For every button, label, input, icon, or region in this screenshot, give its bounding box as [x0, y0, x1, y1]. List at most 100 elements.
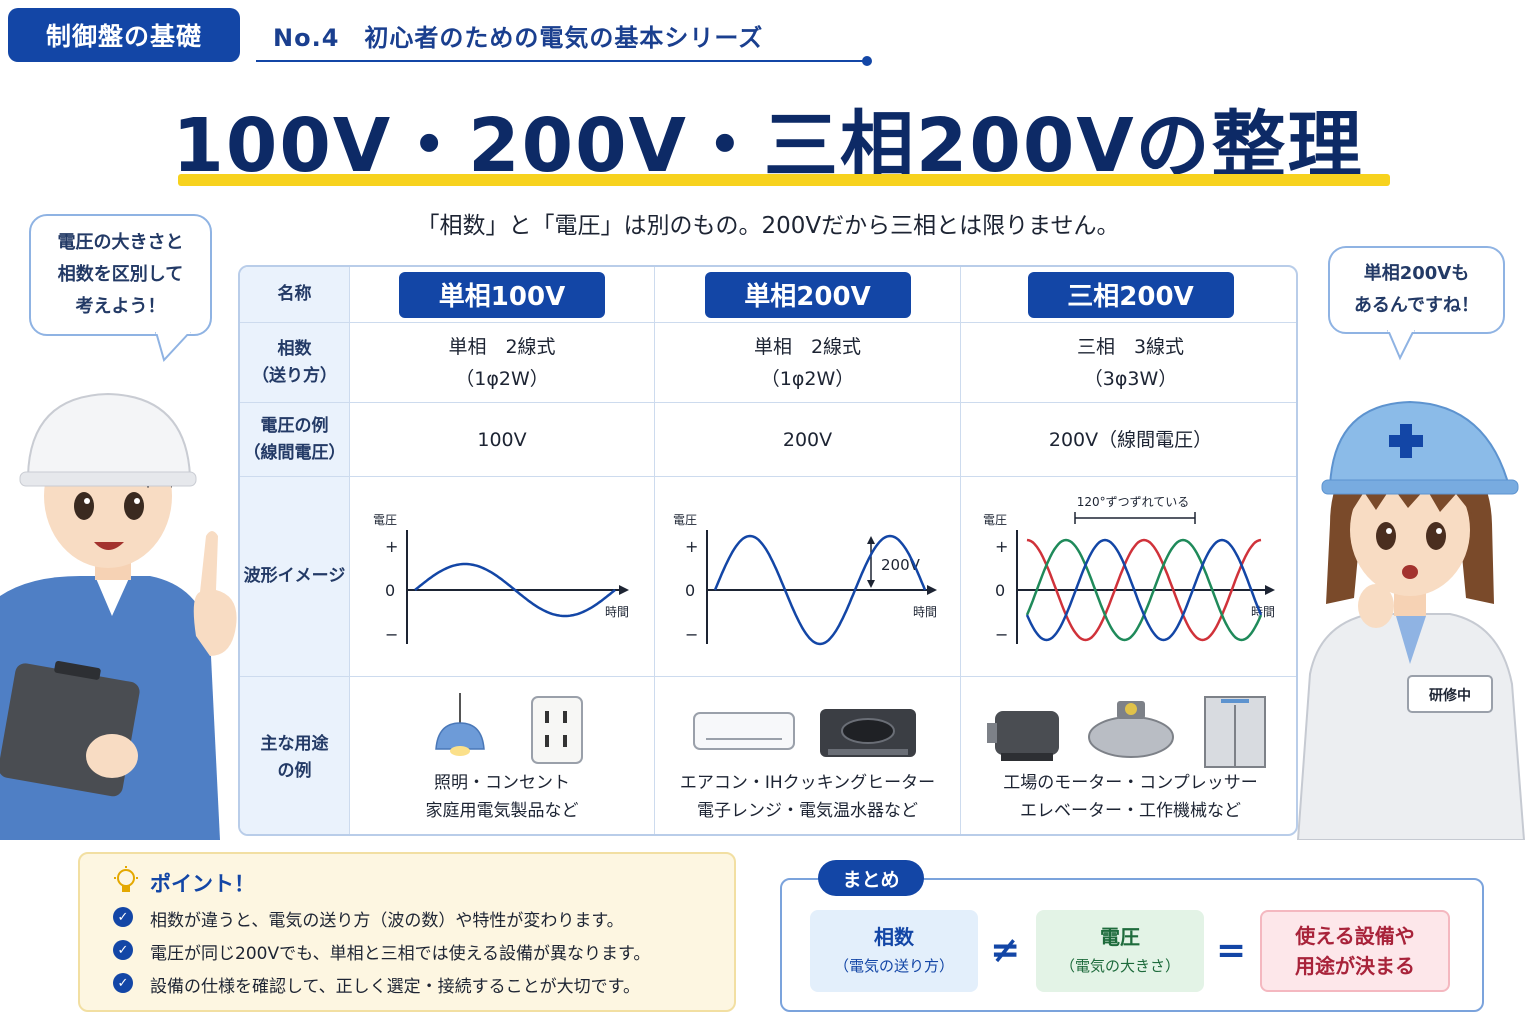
- motor-icon: [986, 711, 1059, 761]
- row-header-line: の例: [277, 760, 312, 781]
- summary-card-sub: （電気の大きさ）: [1059, 957, 1180, 975]
- point-item: 電圧が同じ200Vでも、単相と三相では使える設備が異なります。: [150, 944, 651, 964]
- usage-icons-single-200v: [692, 709, 916, 757]
- y-axis-label: 電圧: [983, 513, 1007, 527]
- zero-label: 0: [685, 581, 695, 600]
- minus-label: −: [385, 625, 398, 644]
- phase-code: （1φ2W）: [760, 367, 855, 390]
- usage-text: 照明・コンセント 家庭用電気製品など: [426, 769, 579, 825]
- x-axis-arrow: [926, 584, 937, 595]
- amplitude-arrow-up: [866, 535, 875, 544]
- y-axis-label: 電圧: [373, 513, 397, 527]
- row-header-line: 相数: [277, 338, 312, 359]
- plus-label: +: [995, 537, 1008, 556]
- sine-wave: [713, 534, 926, 645]
- plus-label: +: [685, 537, 698, 556]
- minus-label: −: [685, 625, 698, 644]
- bubble-left-line: 電圧の大きさと: [57, 232, 184, 253]
- row-header-waveform: 波形イメージ: [240, 477, 350, 677]
- waveform-three-phase: 電圧 + 0 − 120°ずつずれている 時間: [983, 495, 1275, 644]
- column-name-three-phase-200v: 三相200V: [1027, 271, 1234, 318]
- summary-card-sub: （電気の送り方）: [833, 957, 954, 975]
- point-title: ポイント！: [150, 872, 255, 896]
- comparison-table: 名称 単相100V 単相200V 三相200V 相数 （送り方） 単相 2線式 …: [238, 265, 1298, 836]
- summary-card-main: 用途が決まる: [1295, 954, 1415, 978]
- usage-line: エレベーター・工作機械など: [1020, 801, 1241, 821]
- column-name-single-200v: 単相200V: [704, 271, 911, 318]
- summary-card-result: 使える設備や 用途が決まる: [1260, 910, 1450, 992]
- point-item: 相数が違うと、電気の送り方（波の数）や特性が変わります。: [150, 911, 624, 931]
- usage-text: 工場のモーター・コンプレッサー エレベーター・工作機械など: [1003, 769, 1258, 825]
- summary-badge: まとめ: [818, 860, 924, 896]
- row-header-line: （線間電圧）: [243, 442, 346, 463]
- summary-card-voltage: 電圧 （電気の大きさ）: [1036, 910, 1204, 992]
- row-header-voltage: 電圧の例 （線間電圧）: [240, 403, 350, 477]
- bubble-left-line: 考えよう！: [75, 296, 166, 317]
- row-header-line: 主な用途: [260, 733, 329, 754]
- equal-symbol: =: [1216, 930, 1247, 971]
- phase-code: （1φ2W）: [455, 367, 549, 390]
- x-axis-label: 時間: [605, 605, 629, 619]
- series-badge: 制御盤の基礎: [8, 8, 240, 62]
- phase-text: 三相 3線式: [1076, 335, 1185, 358]
- series-divider: [256, 60, 868, 62]
- x-axis-arrow: [619, 584, 629, 595]
- speech-bubble-right: 単相200Vも あるんですね！: [1328, 246, 1505, 334]
- elevator-icon: [1203, 696, 1266, 768]
- pendant-lamp-icon: [435, 693, 485, 756]
- air-conditioner-icon: [692, 712, 795, 750]
- voltage-cell: 200V（線間電圧）: [961, 403, 1296, 477]
- sine-wave: [414, 562, 616, 617]
- x-axis-label: 時間: [913, 605, 937, 619]
- amplitude-arrow-down: [866, 579, 875, 588]
- ih-cooktop-icon: [819, 709, 916, 757]
- trainee-badge: 研修中: [1429, 687, 1471, 704]
- lightbulb-icon: [114, 866, 138, 892]
- x-axis-label: 時間: [1251, 605, 1275, 619]
- title-underline: [178, 174, 1390, 186]
- bubble-right-line: あるんですね！: [1353, 295, 1480, 316]
- phase-code: （3φ3W）: [1083, 367, 1178, 390]
- row-header-name: 名称: [240, 267, 350, 323]
- usage-line: 家庭用電気製品など: [425, 801, 579, 821]
- bubble-left-line: 相数を区別して: [57, 264, 184, 285]
- waveform-cell: 電圧 + 0 − 120°ずつずれている 時間: [961, 477, 1296, 677]
- minus-label: −: [995, 625, 1008, 644]
- usage-line: エアコン・IHクッキングヒーター: [679, 773, 936, 793]
- usage-cell: 工場のモーター・コンプレッサー エレベーター・工作機械など: [961, 677, 1296, 834]
- column-header-cell: 単相200V: [655, 267, 961, 323]
- summary-card-main: 電圧: [1100, 925, 1140, 949]
- waveform-cell: 電圧 + 0 − 時間: [350, 477, 655, 677]
- phase-text: 単相 2線式: [753, 335, 862, 358]
- waveform-single-200v: 電圧 + 0 − 時間 200V: [673, 513, 937, 645]
- plus-label: +: [385, 537, 398, 556]
- summary-card-phase: 相数 （電気の送り方）: [810, 910, 978, 992]
- page-subtitle: 「相数」と「電圧」は別のもの。200Vだから三相とは限りません。: [416, 213, 1120, 239]
- column-header-cell: 単相100V: [350, 267, 655, 323]
- phase-wave-blue: [1025, 538, 1262, 641]
- summary-card-main: 相数: [874, 925, 914, 949]
- power-outlet-icon: [531, 696, 583, 764]
- phase-cell: 単相 2線式 （1φ2W）: [655, 323, 961, 403]
- series-title: No.4 初心者のための電気の基本シリーズ: [273, 24, 764, 52]
- usage-icons-three-phase: [986, 696, 1266, 768]
- female-trainee-illustration: 研修中: [1296, 400, 1526, 840]
- series-divider-dot: [862, 56, 872, 66]
- phase-cell: 単相 2線式 （1φ2W）: [350, 323, 655, 403]
- compressor-icon: [1087, 701, 1174, 758]
- row-header-usage: 主な用途 の例: [240, 677, 350, 834]
- zero-label: 0: [385, 581, 395, 600]
- phase-text: 単相 2線式: [448, 335, 556, 358]
- point-box: [78, 852, 736, 1012]
- usage-text: エアコン・IHクッキングヒーター 電子レンジ・電気温水器など: [680, 769, 935, 825]
- column-header-cell: 三相200V: [961, 267, 1296, 323]
- amplitude-label: 200V: [881, 556, 921, 574]
- speech-bubble-right-tail: [1387, 328, 1415, 361]
- waveform-single-100v: 電圧 + 0 − 時間: [373, 513, 629, 644]
- x-axis-arrow: [1264, 584, 1275, 595]
- male-worker-illustration: [0, 392, 237, 840]
- speech-bubble-left-tail: [155, 330, 191, 362]
- usage-line: 照明・コンセント: [434, 773, 570, 793]
- zero-label: 0: [995, 581, 1005, 600]
- phase-shift-label: 120°ずつずれている: [1076, 495, 1189, 509]
